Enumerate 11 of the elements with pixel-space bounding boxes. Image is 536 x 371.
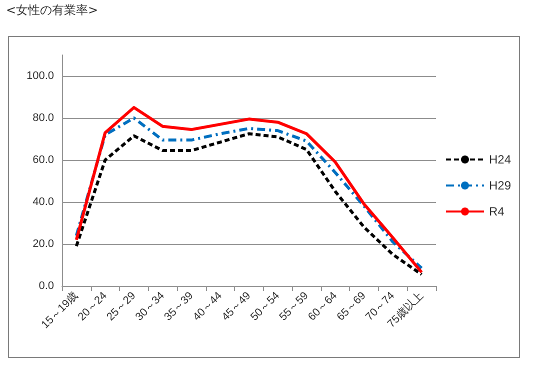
- y-tick-label: 60.0: [32, 154, 54, 166]
- y-tick-label: 0.0: [38, 280, 54, 292]
- y-tick-label: 20.0: [32, 238, 54, 250]
- y-tick-label: 80.0: [32, 112, 54, 124]
- legend-label: H29: [488, 178, 512, 192]
- legend-label: R4: [488, 204, 505, 218]
- x-tick-label: 40～44: [190, 290, 224, 324]
- legend-label: H24: [488, 152, 512, 166]
- y-tick-label: 100.0: [26, 70, 54, 82]
- chart-title: <女性の有業率>: [6, 2, 98, 19]
- y-tick-label: 40.0: [32, 196, 54, 208]
